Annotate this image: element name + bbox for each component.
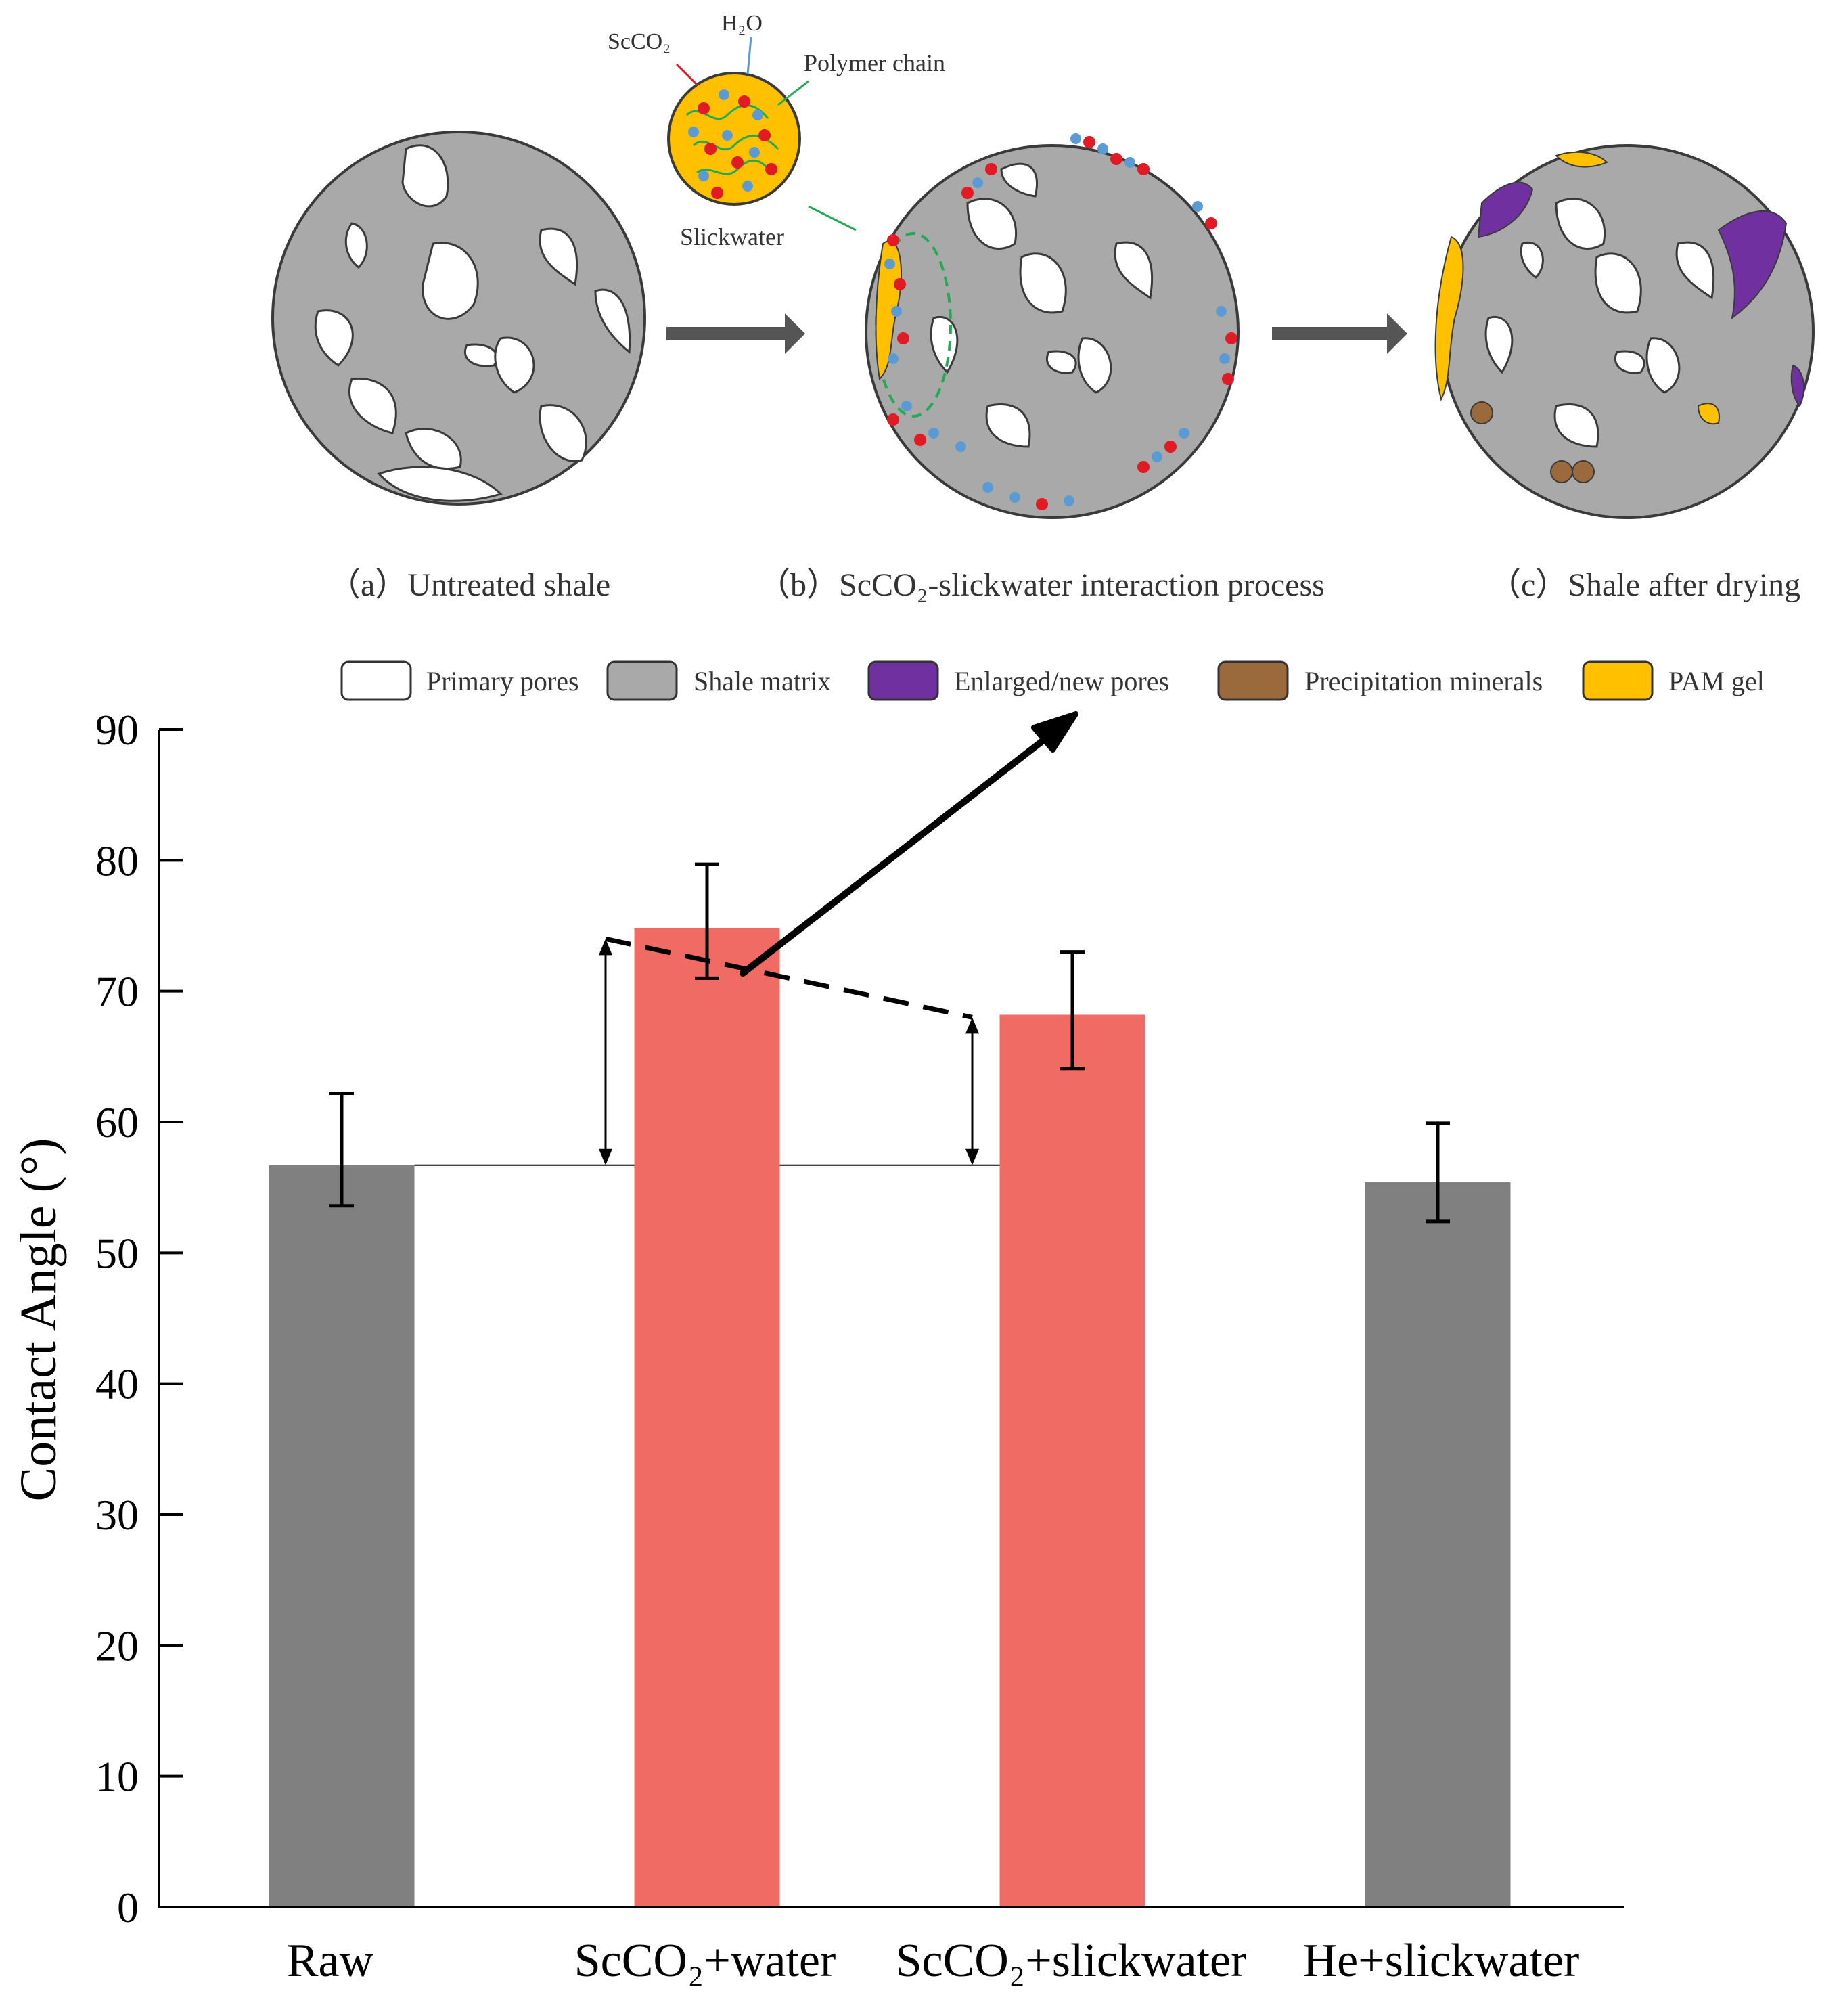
- legend-swatch-shale-matrix: [606, 660, 678, 701]
- double-arrow-head-bottom: [599, 1148, 612, 1165]
- panel-c-dried-circle: [1434, 144, 1815, 519]
- panel-c-label: （c）Shale after drying: [1488, 567, 1800, 603]
- y-tick-label: 10: [95, 1753, 139, 1801]
- bars: [269, 928, 1511, 1907]
- pointer-arrow-shaft: [740, 727, 1059, 977]
- legend-item-pam-gel: PAM gel: [1582, 660, 1765, 701]
- arrow-b-to-c: [1272, 313, 1407, 354]
- double-arrow-head-top: [965, 1017, 979, 1034]
- legend-item-enlarged-pores: Enlarged/new pores: [867, 660, 1169, 701]
- legend-label-precipitation-minerals: Precipitation minerals: [1304, 666, 1543, 696]
- difference-arrow-water: [599, 939, 612, 1165]
- legend-item-precipitation-minerals: Precipitation minerals: [1217, 660, 1543, 701]
- chart-annotations: [599, 711, 1078, 1165]
- bar-2: [999, 1014, 1145, 1907]
- y-axis-label: Contact Angle (°): [10, 1138, 67, 1502]
- difference-arrow-slickwater: [965, 1017, 979, 1165]
- arrow-a-to-b: [666, 313, 805, 354]
- y-tick-label: 70: [95, 968, 139, 1016]
- error-bars: [329, 862, 1450, 1224]
- panel-b-label: （b）ScCO₂-slickwater interaction process: [758, 567, 1325, 603]
- bar-0: [269, 1165, 415, 1907]
- legend-item-primary-pores: Primary pores: [340, 660, 579, 701]
- legend-swatch-pam-gel: [1582, 660, 1654, 701]
- legend-swatch-precipitation-minerals: [1217, 660, 1289, 701]
- dashed-trend-line: [605, 936, 973, 1020]
- inset-callout-scco2: ScCO₂: [608, 29, 671, 54]
- legend-label-shale-matrix: Shale matrix: [694, 666, 831, 696]
- double-arrow-head-top: [599, 939, 612, 956]
- y-tick-label: 30: [95, 1491, 139, 1539]
- inset-title: Slickwater: [680, 223, 784, 250]
- double-arrow-head-bottom: [965, 1148, 979, 1165]
- legend-swatch-enlarged-pores: [867, 660, 939, 701]
- inset-callout-polymer: Polymer chain: [804, 49, 945, 76]
- pointer-arrow-head: [1031, 711, 1078, 753]
- y-tick-label: 80: [95, 836, 139, 884]
- y-tick-label: 50: [95, 1229, 139, 1277]
- legend-swatch-primary-pores: [340, 660, 412, 701]
- x-tick-label: ScCO₂+water: [574, 1935, 836, 1987]
- y-tick-label: 60: [95, 1098, 139, 1146]
- legend-label-pam-gel: PAM gel: [1668, 666, 1765, 696]
- x-tick-label: ScCO₂+slickwater: [896, 1935, 1247, 1987]
- y-tick-label: 0: [117, 1883, 139, 1931]
- panel-a-label: （a）Untreated shale: [328, 567, 610, 603]
- x-tick-label: He+slickwater: [1303, 1935, 1580, 1987]
- inset-callout-h2o: H₂O: [721, 11, 763, 36]
- y-axis-ticks: 0 10 20 30 40 50 60 70 80 90: [95, 706, 183, 1931]
- schematic: （a）Untreated shale: [271, 11, 1815, 603]
- x-axis-labels: Raw ScCO₂+water ScCO₂+slickwater He+slickwa…: [287, 1935, 1580, 1987]
- legend: Primary pores Shale matrix Enlarged/new …: [340, 660, 1765, 701]
- y-tick-label: 40: [95, 1360, 139, 1408]
- x-tick-label: Raw: [287, 1935, 374, 1987]
- legend-label-primary-pores: Primary pores: [426, 666, 579, 696]
- legend-label-enlarged-pores: Enlarged/new pores: [954, 666, 1169, 696]
- y-tick-label: 90: [95, 706, 139, 754]
- y-tick-label: 20: [95, 1621, 139, 1670]
- panel-a-untreated-circle: [271, 131, 646, 506]
- bar-chart: 0 10 20 30 40 50 60 70 80 90 Raw ScCO₂+water ScCO₂+…: [10, 706, 1624, 1987]
- bar-1: [634, 928, 780, 1907]
- panel-b-interaction-circle: [865, 133, 1240, 519]
- slickwater-inset: [667, 37, 857, 231]
- bar-3: [1365, 1182, 1511, 1907]
- legend-item-shale-matrix: Shale matrix: [606, 660, 831, 701]
- pointer-arrow: [740, 711, 1078, 977]
